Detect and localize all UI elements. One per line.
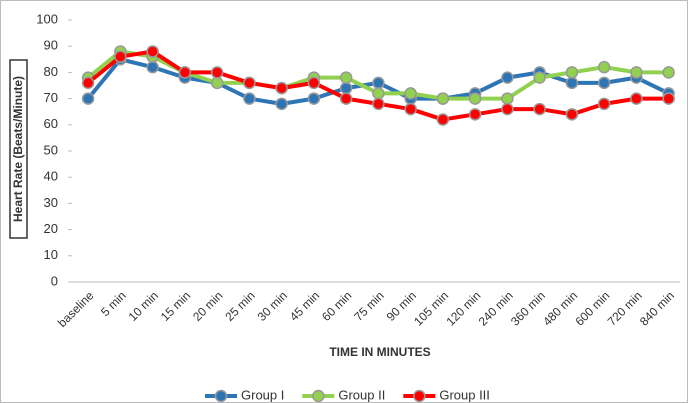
point: [565, 66, 579, 79]
point: [436, 113, 450, 126]
x-axis-label: TIME IN MINUTES: [329, 345, 430, 359]
y-tick-label: 20: [44, 221, 58, 236]
point: [243, 76, 256, 90]
point: [372, 76, 385, 90]
point: [275, 97, 288, 111]
point: [436, 92, 450, 105]
point: [662, 66, 675, 79]
point: [114, 50, 127, 63]
point: [307, 76, 321, 90]
point: [404, 102, 417, 116]
point: [210, 66, 224, 79]
point: [468, 92, 482, 105]
point: [597, 76, 611, 90]
y-tick-label: 90: [44, 38, 58, 53]
point: [372, 87, 385, 100]
y-tick-label: 40: [44, 169, 58, 184]
point: [501, 92, 514, 105]
point: [146, 60, 159, 74]
y-tick-label: 10: [44, 247, 58, 262]
point: [81, 92, 95, 105]
y-tick-label: 70: [44, 90, 58, 105]
point: [630, 66, 643, 79]
point: [662, 92, 675, 105]
point: [307, 92, 321, 105]
point: [630, 92, 643, 105]
legend-label: Group II: [338, 387, 385, 402]
point: [146, 45, 159, 58]
legend-marker: [214, 389, 228, 403]
point: [533, 102, 546, 116]
y-label-box: [9, 59, 28, 239]
point: [339, 92, 353, 105]
y-tick-label: 60: [44, 116, 58, 131]
y-axis-label: Heart Rate (Beats/Minute): [11, 76, 25, 222]
point: [339, 81, 353, 95]
point: [81, 76, 95, 90]
point: [501, 102, 514, 116]
legend-label: Group I: [241, 387, 284, 402]
point: [275, 81, 288, 95]
y-tick-label: 80: [44, 64, 58, 79]
legend-marker: [312, 389, 325, 403]
point: [565, 108, 579, 121]
point: [501, 71, 514, 84]
y-tick-label: 50: [44, 142, 58, 157]
point: [597, 60, 611, 74]
point: [468, 108, 482, 121]
y-tick-label: 30: [44, 195, 58, 210]
point: [210, 76, 224, 90]
y-tick-label: 0: [51, 273, 58, 288]
legend-marker: [413, 389, 426, 403]
point: [597, 97, 611, 111]
point: [339, 71, 353, 84]
point: [565, 76, 579, 90]
legend-label: Group III: [439, 387, 490, 402]
y-tick-label: 100: [36, 11, 58, 26]
point: [533, 71, 546, 84]
point: [404, 87, 417, 100]
point: [178, 66, 192, 79]
point: [243, 92, 256, 105]
point: [372, 97, 385, 111]
